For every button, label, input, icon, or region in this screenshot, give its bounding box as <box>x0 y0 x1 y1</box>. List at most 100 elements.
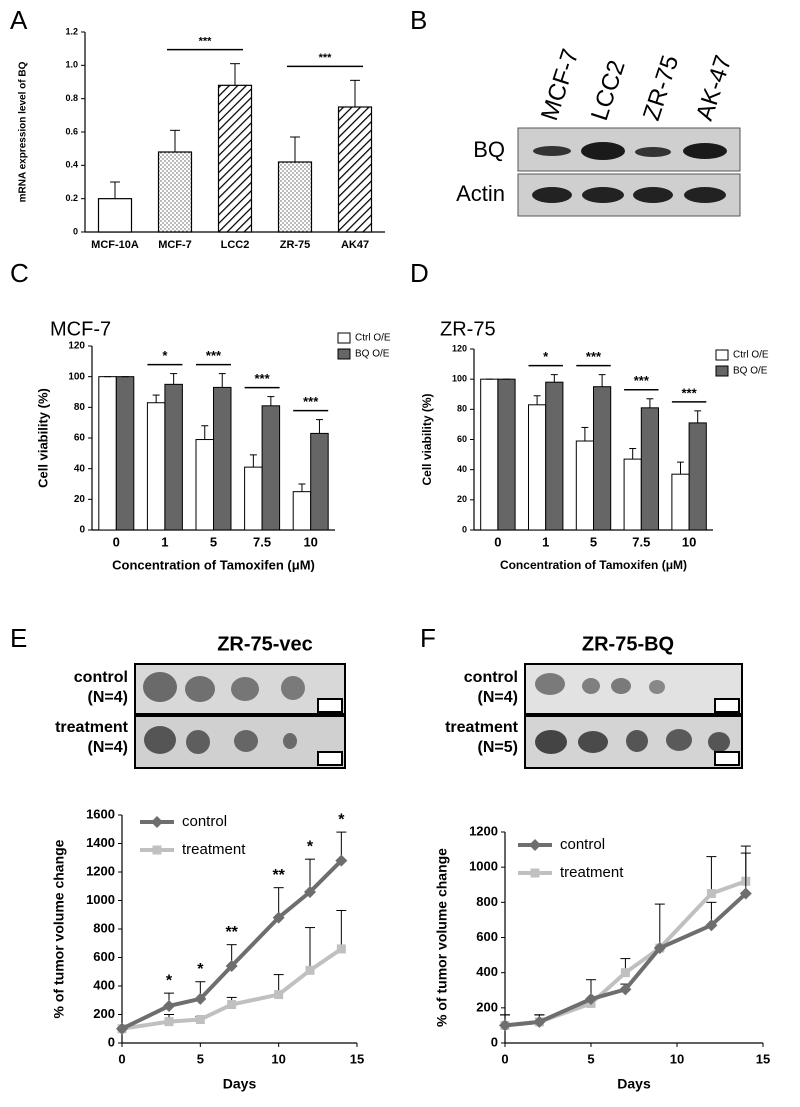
y-axis-title: % of tumor volume change <box>51 839 67 1018</box>
legend-label: Ctrl O/E <box>355 333 391 344</box>
tumor <box>143 672 177 702</box>
significance-label: ** <box>272 867 285 884</box>
tumor <box>535 730 567 754</box>
bar <box>195 439 214 531</box>
y-tick-label: 80 <box>457 404 467 414</box>
band <box>633 187 673 203</box>
scale-bar <box>317 751 343 766</box>
legend-label: control <box>560 836 605 853</box>
bar <box>623 458 642 531</box>
significance-label: ** <box>225 924 238 941</box>
tumor-photos: ZR-75-vec control (N=4) treatment (N=4) <box>55 633 346 769</box>
marker <box>304 885 316 898</box>
y-tick-label: 1000 <box>469 859 498 874</box>
marker <box>225 960 238 973</box>
marker <box>274 990 284 1000</box>
band <box>683 143 727 159</box>
y-tick-label: 1200 <box>469 823 498 838</box>
bar <box>98 376 117 531</box>
legend-swatch <box>715 365 729 377</box>
tumor <box>535 673 565 695</box>
x-tick-label: 10 <box>670 1051 684 1066</box>
y-tick-label: 0.8 <box>65 93 78 103</box>
marker <box>272 911 285 924</box>
y-tick-label: 1.2 <box>65 26 78 36</box>
tumor <box>649 680 665 694</box>
x-tick-label: 5 <box>587 1051 594 1066</box>
photo-title: ZR-75-BQ <box>582 633 674 655</box>
x-axis-title: Concentration of Tamoxifen (μM) <box>112 557 315 572</box>
marker <box>335 854 348 867</box>
x-tick-label: AK47 <box>341 239 369 251</box>
significance-label: * <box>166 972 173 989</box>
significance-label: * <box>307 838 314 855</box>
photo-row-label: treatment <box>445 719 519 736</box>
significance-label: *** <box>255 371 271 386</box>
marker <box>151 816 163 828</box>
y-tick-label: 800 <box>476 894 498 909</box>
y-tick-label: 1000 <box>86 892 115 907</box>
x-axis-title: Days <box>223 1076 257 1092</box>
lane-label: ZR-75 <box>638 52 684 124</box>
tumor <box>578 731 608 753</box>
bar <box>480 378 499 531</box>
panel-label: D <box>410 258 429 288</box>
significance-label: * <box>543 349 549 364</box>
significance-label: *** <box>586 349 602 364</box>
marker <box>227 1000 237 1010</box>
x-axis-title: Days <box>617 1076 651 1092</box>
panel-label: B <box>410 5 427 35</box>
x-tick-label: 10 <box>682 534 696 549</box>
legend-label: Ctrl O/E <box>733 350 769 361</box>
marker <box>739 887 752 900</box>
bar <box>213 386 232 531</box>
panel-label: F <box>420 623 436 653</box>
tumor <box>144 726 176 754</box>
y-tick-label: 60 <box>74 433 86 444</box>
tumor <box>626 730 648 752</box>
band <box>582 187 624 203</box>
significance-label: *** <box>319 52 333 64</box>
x-tick-label: 0 <box>501 1051 508 1066</box>
photo-title: ZR-75-vec <box>217 633 313 655</box>
marker <box>164 1017 174 1027</box>
bar <box>277 161 313 233</box>
row-label: BQ <box>473 137 505 162</box>
tumor <box>611 678 631 694</box>
bar <box>217 84 253 233</box>
lane-label: MCF-7 <box>536 46 584 124</box>
bar <box>545 381 564 531</box>
x-tick-label: 5 <box>197 1051 204 1066</box>
chart-title: ZR-75 <box>440 318 496 340</box>
bar <box>688 422 707 531</box>
panel-label: A <box>10 5 28 35</box>
legend-label: BQ O/E <box>355 349 390 360</box>
photo-row-label: control <box>464 669 518 686</box>
lane-label: LCC2 <box>586 57 631 124</box>
x-tick-label: 5 <box>590 534 597 549</box>
photo-row-label: control <box>74 669 128 686</box>
x-tick-label: 7.5 <box>253 534 271 549</box>
y-tick-label: 80 <box>74 402 86 413</box>
marker <box>499 1019 511 1032</box>
bar <box>164 383 183 531</box>
panel-label: E <box>10 623 27 653</box>
y-tick-label: 400 <box>93 977 115 992</box>
tumor <box>234 730 258 752</box>
x-tick-label: 1 <box>542 534 549 549</box>
y-axis-title: Cell viability (%) <box>35 388 50 488</box>
marker <box>530 868 540 878</box>
y-tick-label: 0 <box>462 524 467 534</box>
y-tick-label: 200 <box>476 999 498 1014</box>
x-tick-label: ZR-75 <box>280 239 311 251</box>
x-tick-label: 0 <box>118 1051 125 1066</box>
significance-label: *** <box>634 373 650 388</box>
y-tick-label: 20 <box>74 494 86 505</box>
y-tick-label: 1200 <box>86 863 115 878</box>
y-tick-label: 0.6 <box>65 126 78 136</box>
scale-bar <box>317 698 343 713</box>
marker <box>116 1022 128 1035</box>
scale-bar <box>714 698 740 713</box>
y-tick-label: 0.4 <box>65 160 78 170</box>
